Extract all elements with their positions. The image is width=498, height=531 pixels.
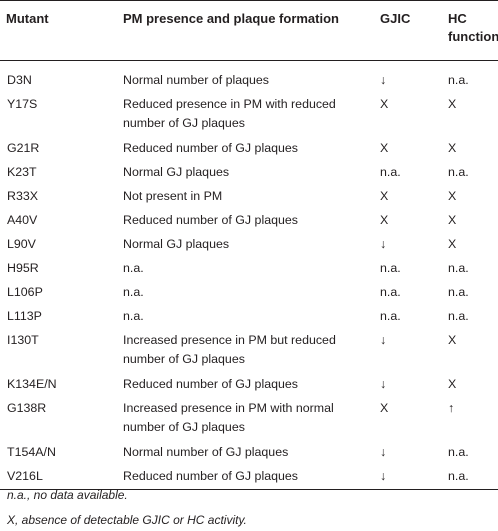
- cell-pm-presence: n.a.: [123, 261, 144, 275]
- cell-gjic: X: [380, 401, 389, 415]
- table-row: G21R Reduced number of GJ plaques X X: [0, 137, 498, 161]
- cell-pm-presence: n.a.: [123, 285, 144, 299]
- table-row: G138R Increased presence in PM with norm…: [0, 397, 498, 441]
- cell-hc-function: X: [448, 189, 457, 203]
- table-row: L106P n.a. n.a. n.a.: [0, 281, 498, 305]
- cell-mutant: H95R: [7, 261, 39, 275]
- cell-gjic: ↓: [380, 73, 387, 87]
- cell-gjic: n.a.: [380, 261, 401, 275]
- table-row: L90V Normal GJ plaques ↓ X: [0, 233, 498, 257]
- cell-mutant: G138R: [7, 401, 47, 415]
- cell-gjic: X: [380, 141, 389, 155]
- cell-gjic: n.a.: [380, 309, 401, 323]
- cell-mutant: L90V: [7, 237, 36, 251]
- cell-pm-presence: Reduced number of GJ plaques: [123, 141, 298, 155]
- cell-pm-presence: Normal GJ plaques: [123, 237, 230, 251]
- cell-pm-presence: Normal GJ plaques: [123, 165, 230, 179]
- cell-pm-presence: Normal number of GJ plaques: [123, 445, 289, 459]
- cell-mutant: G21R: [7, 141, 40, 155]
- cell-pm-presence: Reduced number of GJ plaques: [123, 377, 298, 391]
- cell-hc-function: X: [448, 333, 457, 347]
- cell-mutant: L106P: [7, 285, 43, 299]
- cell-mutant: K134E/N: [7, 377, 57, 391]
- cell-hc-function: n.a.: [448, 445, 469, 459]
- cell-hc-function: n.a.: [448, 261, 469, 275]
- cell-hc-function: n.a.: [442, 465, 498, 490]
- table-row: T154A/N Normal number of GJ plaques ↓ n.…: [0, 441, 498, 465]
- table-header-row: Mutant PM presence and plaque formation …: [0, 0, 498, 61]
- table-row: V216L Reduced number of GJ plaques ↓ n.a…: [0, 465, 498, 490]
- cell-hc-function: ↑: [448, 401, 455, 415]
- cell-hc-function: n.a.: [448, 73, 469, 87]
- header-mutant: Mutant: [0, 0, 117, 61]
- cell-gjic: ↓: [380, 445, 387, 459]
- table-row: K23T Normal GJ plaques n.a. n.a.: [0, 161, 498, 185]
- header-pm-presence: PM presence and plaque formation: [117, 0, 374, 61]
- cell-hc-function: n.a.: [448, 309, 469, 323]
- cell-pm-presence: Reduced number of GJ plaques: [117, 465, 374, 490]
- table-row: A40V Reduced number of GJ plaques X X: [0, 209, 498, 233]
- mutant-table-container: Mutant PM presence and plaque formation …: [0, 0, 498, 490]
- cell-mutant: L113P: [7, 309, 42, 323]
- cell-hc-function: X: [448, 213, 457, 227]
- cell-pm-presence: Increased presence in PM but reduced num…: [123, 333, 336, 366]
- table-row: H95R n.a. n.a. n.a.: [0, 257, 498, 281]
- header-hc-function: HC function: [442, 0, 498, 61]
- cell-pm-presence: n.a.: [123, 309, 144, 323]
- cell-gjic: n.a.: [380, 285, 401, 299]
- footnote-x: X, absence of detectable GJIC or HC acti…: [7, 513, 247, 527]
- cell-mutant: V216L: [0, 465, 117, 490]
- table-row: K134E/N Reduced number of GJ plaques ↓ X: [0, 373, 498, 397]
- cell-hc-function: X: [448, 97, 457, 111]
- cell-mutant: K23T: [7, 165, 37, 179]
- table-row: I130T Increased presence in PM but reduc…: [0, 329, 498, 373]
- cell-gjic: n.a.: [380, 165, 401, 179]
- cell-gjic: ↓: [374, 465, 442, 490]
- table-row: Y17S Reduced presence in PM with reduced…: [0, 93, 498, 137]
- table-row: D3N Normal number of plaques ↓ n.a.: [0, 61, 498, 94]
- cell-pm-presence: Reduced number of GJ plaques: [123, 213, 298, 227]
- cell-gjic: X: [380, 213, 389, 227]
- cell-mutant: Y17S: [7, 97, 38, 111]
- cell-pm-presence: Reduced presence in PM with reduced numb…: [123, 97, 336, 130]
- cell-mutant: D3N: [7, 73, 32, 87]
- cell-gjic: ↓: [380, 237, 387, 251]
- footnote-na: n.a., no data available.: [7, 488, 128, 502]
- cell-hc-function: X: [448, 237, 457, 251]
- cell-mutant: A40V: [7, 213, 38, 227]
- header-gjic: GJIC: [374, 0, 442, 61]
- mutant-table: Mutant PM presence and plaque formation …: [0, 0, 498, 490]
- cell-mutant: I130T: [7, 333, 39, 347]
- cell-gjic: X: [380, 189, 389, 203]
- cell-gjic: ↓: [380, 377, 387, 391]
- cell-pm-presence: Increased presence in PM with normal num…: [123, 401, 334, 434]
- table-row: L113P n.a. n.a. n.a.: [0, 305, 498, 329]
- cell-pm-presence: Not present in PM: [123, 189, 223, 203]
- cell-hc-function: n.a.: [448, 165, 469, 179]
- cell-mutant: T154A/N: [7, 445, 56, 459]
- cell-hc-function: X: [448, 141, 457, 155]
- cell-hc-function: X: [448, 377, 457, 391]
- cell-gjic: ↓: [380, 333, 387, 347]
- cell-mutant: R33X: [7, 189, 38, 203]
- cell-pm-presence: Normal number of plaques: [123, 73, 270, 87]
- table-row: R33X Not present in PM X X: [0, 185, 498, 209]
- cell-gjic: X: [380, 97, 389, 111]
- cell-hc-function: n.a.: [448, 285, 469, 299]
